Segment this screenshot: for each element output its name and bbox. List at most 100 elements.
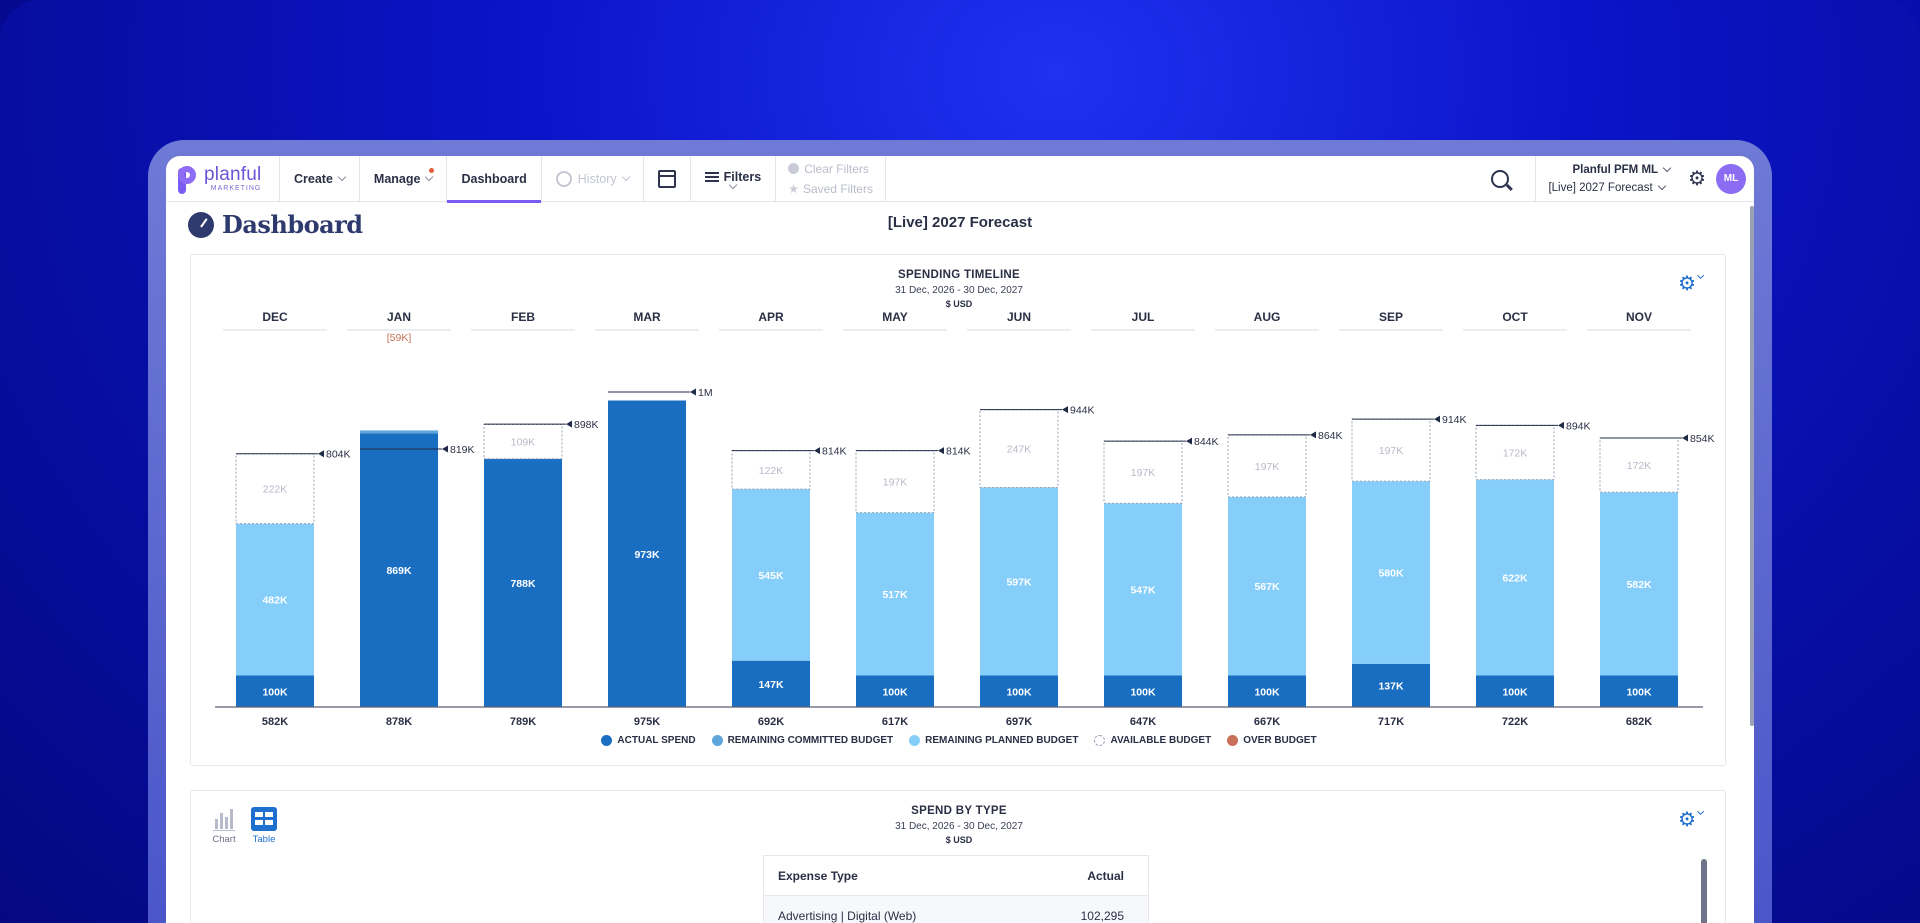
bar-segment-actual-spend (360, 433, 438, 707)
cell-actual: 102,295 (1080, 909, 1124, 923)
bar-segment-available (1599, 437, 1679, 493)
bar-value-label: 197K (1379, 445, 1404, 457)
bar-segment-actual-spend (608, 400, 686, 707)
month-label: JAN (387, 310, 411, 324)
clear-filters-button[interactable]: Clear Filters (788, 162, 873, 176)
chevron-down-icon (621, 172, 630, 182)
search-icon[interactable] (1491, 169, 1510, 188)
bar-value-label: 109K (511, 437, 536, 449)
budget-marker-arrow (814, 447, 820, 455)
bar-value-label: 197K (883, 477, 908, 489)
budget-marker-arrow (1186, 437, 1192, 445)
month-label: JUN (1007, 310, 1031, 324)
panel-settings-button[interactable]: ⚙ (1678, 271, 1705, 296)
budget-marker-arrow (566, 420, 572, 428)
calendar-button[interactable] (644, 156, 691, 202)
legend-item[interactable]: ACTUAL SPEND (601, 735, 696, 746)
bar-segment-available (235, 453, 315, 525)
legend-item[interactable]: AVAILABLE BUDGET (1094, 735, 1211, 746)
settings-gear-icon[interactable]: ⚙ (1688, 168, 1706, 190)
total-label: 975K (634, 716, 660, 725)
budget-label: 864K (1318, 430, 1343, 442)
budget-marker-arrow (690, 388, 696, 396)
bar-segment-actual-spend (732, 660, 810, 707)
bar-segment-remaining-planned-budget (236, 523, 314, 676)
budget-label: 844K (1194, 436, 1219, 448)
bar-segment-actual-spend (236, 675, 314, 707)
panel-currency: $ USD (945, 299, 973, 309)
column-header-expense-type[interactable]: Expense Type (778, 868, 858, 883)
bar-segment-remaining-planned-budget (1600, 492, 1678, 676)
page-scrollbar[interactable] (1750, 206, 1754, 726)
bar-segment-remaining-planned-budget (1476, 479, 1554, 676)
planful-logo[interactable]: planful MARKETING (166, 156, 280, 202)
table-row[interactable]: Advertising | Digital (Web) 102,295 (764, 896, 1148, 923)
bar-value-label: 597K (1006, 576, 1032, 588)
table-view-button[interactable]: Table (251, 807, 277, 845)
month-label: DEC (262, 310, 288, 324)
chevron-down-icon (1696, 807, 1705, 816)
chevron-down-icon (425, 172, 434, 182)
bar-segment-actual-spend (1352, 663, 1430, 707)
panel-title: SPEND BY TYPE (911, 805, 1007, 817)
total-label: 878K (386, 716, 412, 725)
chart-view-button[interactable]: Chart (211, 807, 237, 845)
column-header-actual[interactable]: Actual (1087, 868, 1124, 883)
create-label: Create (294, 171, 333, 186)
bar-value-label: 567K (1254, 581, 1280, 593)
expense-table: Expense Type Actual Advertising | Digita… (763, 855, 1149, 923)
saved-filters-button[interactable]: ★ Saved Filters (788, 182, 873, 196)
history-menu[interactable]: History (542, 156, 644, 202)
total-label: 667K (1254, 716, 1280, 725)
filters-label: Filters (723, 169, 762, 184)
total-label: 717K (1378, 716, 1404, 725)
bar-value-label: 547K (1130, 584, 1156, 596)
clear-filters-label: Clear Filters (804, 161, 869, 176)
calendar-icon (657, 169, 676, 188)
total-label: 722K (1502, 716, 1528, 725)
budget-marker-arrow (1062, 406, 1068, 414)
bar-value-label: 100K (1254, 686, 1280, 698)
dashboard-tab[interactable]: Dashboard (447, 156, 542, 203)
budget-marker-arrow (442, 445, 448, 453)
page-title: Dashboard (188, 210, 363, 239)
bar-segment-remaining-planned-budget (1352, 481, 1430, 664)
total-label: 789K (510, 716, 536, 725)
bar-segment-remaining-planned-budget (980, 487, 1058, 676)
legend-item[interactable]: REMAINING COMMITTED BUDGET (711, 735, 893, 746)
spending-timeline-panel: SPENDING TIMELINE 31 Dec, 2026 - 30 Dec,… (190, 254, 1726, 766)
panel-settings-button[interactable]: ⚙ (1678, 807, 1705, 832)
total-label: 582K (262, 716, 288, 725)
clear-icon (788, 163, 800, 174)
month-label: APR (758, 310, 784, 324)
budget-marker-arrow (1434, 415, 1440, 423)
table-scrollbar[interactable] (1701, 859, 1707, 923)
spend-by-type-panel: Chart Table SPEND BY TYPE 31 Dec, 2026 -… (190, 790, 1726, 923)
bar-value-label: 545K (758, 570, 784, 582)
bar-segment-available (1227, 434, 1307, 498)
bar-segment-actual-spend (1104, 675, 1182, 707)
org-name: Planful PFM ML (1572, 163, 1659, 176)
panel-title: SPENDING TIMELINE (897, 269, 1021, 281)
table-icon (251, 807, 277, 831)
bar-value-label: 147K (758, 679, 784, 691)
create-menu[interactable]: Create (280, 156, 360, 202)
legend-item[interactable]: OVER BUDGET (1227, 735, 1317, 746)
org-selector[interactable]: Planful PFM ML [Live] 2027 Forecast (1535, 156, 1682, 202)
budget-label: 814K (946, 446, 971, 458)
month-label: AUG (1254, 310, 1281, 324)
budget-marker-arrow (938, 447, 944, 455)
bar-value-label: 788K (510, 578, 536, 590)
month-label: OCT (1502, 310, 1528, 324)
manage-menu[interactable]: Manage (360, 156, 448, 202)
legend-item[interactable]: REMAINING PLANNED BUDGET (909, 735, 1078, 746)
filters-button[interactable]: Filters (691, 156, 777, 202)
month-label: MAY (882, 310, 908, 324)
chevron-down-icon (1662, 163, 1672, 173)
avatar[interactable]: ML (1716, 163, 1746, 194)
bar-segment-available (731, 450, 811, 490)
bar-segment-available (483, 423, 563, 460)
budget-label: 944K (1070, 405, 1095, 417)
dashboard-gauge-icon (188, 211, 214, 238)
